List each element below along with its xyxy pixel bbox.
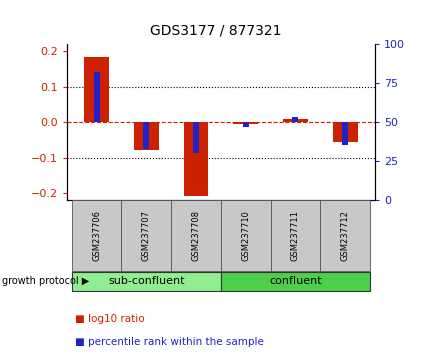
Text: GSM237712: GSM237712 bbox=[340, 210, 349, 261]
Bar bbox=[134, 122, 158, 150]
Text: growth protocol ▶: growth protocol ▶ bbox=[2, 276, 89, 286]
Text: GSM237707: GSM237707 bbox=[141, 210, 150, 261]
Bar bbox=[221, 200, 270, 271]
Text: GSM237711: GSM237711 bbox=[290, 210, 299, 261]
Text: confluent: confluent bbox=[268, 276, 321, 286]
Bar bbox=[332, 122, 357, 142]
Bar bbox=[292, 118, 298, 122]
Text: ■ log10 ratio: ■ log10 ratio bbox=[75, 314, 145, 324]
Bar bbox=[171, 200, 221, 271]
Bar bbox=[93, 72, 99, 122]
Bar bbox=[183, 122, 208, 196]
Text: sub-confluent: sub-confluent bbox=[108, 276, 184, 286]
Bar bbox=[143, 122, 149, 149]
Bar bbox=[193, 122, 199, 153]
Bar bbox=[72, 200, 121, 271]
Bar bbox=[283, 119, 307, 122]
Text: GSM237706: GSM237706 bbox=[92, 210, 101, 261]
Bar bbox=[341, 122, 347, 145]
Bar bbox=[121, 200, 171, 271]
Bar bbox=[72, 272, 221, 291]
Text: GSM237710: GSM237710 bbox=[241, 210, 250, 261]
Bar bbox=[270, 200, 319, 271]
Bar bbox=[242, 122, 248, 127]
Text: GSM237708: GSM237708 bbox=[191, 210, 200, 261]
Bar bbox=[84, 57, 109, 122]
Bar bbox=[319, 200, 369, 271]
Text: GDS3177 / 877321: GDS3177 / 877321 bbox=[149, 23, 281, 37]
Text: ■ percentile rank within the sample: ■ percentile rank within the sample bbox=[75, 337, 264, 347]
Bar bbox=[233, 122, 258, 124]
Bar bbox=[221, 272, 369, 291]
